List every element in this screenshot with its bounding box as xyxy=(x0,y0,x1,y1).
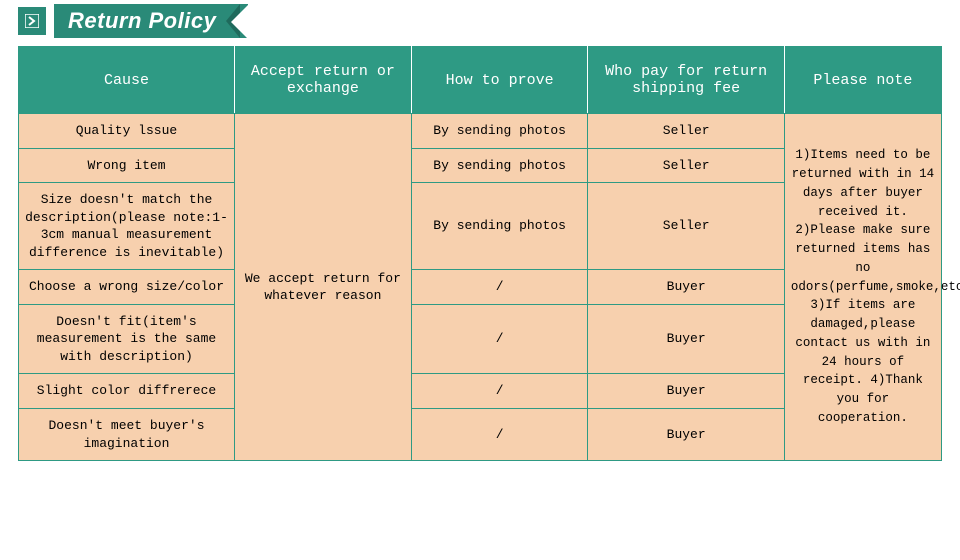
col-accept: Accept return or exchange xyxy=(235,47,412,114)
cell-note: 1)Items need to be returned with in 14 d… xyxy=(784,114,941,461)
cell-payer: Buyer xyxy=(588,304,784,374)
cell-prove: / xyxy=(411,270,588,305)
cell-payer: Buyer xyxy=(588,270,784,305)
cell-payer: Buyer xyxy=(588,374,784,409)
cell-cause: Wrong item xyxy=(19,148,235,183)
table-row: Quality lssue We accept return for whate… xyxy=(19,114,942,149)
cell-cause: Size doesn't match the description(pleas… xyxy=(19,183,235,270)
cell-prove: / xyxy=(411,409,588,461)
cell-cause: Quality lssue xyxy=(19,114,235,149)
cell-cause: Slight color diffrerece xyxy=(19,374,235,409)
cell-prove: By sending photos xyxy=(411,148,588,183)
col-payer: Who pay for return shipping fee xyxy=(588,47,784,114)
banner-title: Return Policy xyxy=(54,4,248,38)
page-root: Return Policy Cause Accept return or exc… xyxy=(0,0,960,469)
return-policy-table: Cause Accept return or exchange How to p… xyxy=(18,46,942,461)
col-cause: Cause xyxy=(19,47,235,114)
cell-cause: Doesn't fit(item's measurement is the sa… xyxy=(19,304,235,374)
cell-prove: By sending photos xyxy=(411,114,588,149)
banner: Return Policy xyxy=(18,4,942,38)
table-header-row: Cause Accept return or exchange How to p… xyxy=(19,47,942,114)
col-note: Please note xyxy=(784,47,941,114)
cell-prove: / xyxy=(411,374,588,409)
col-prove: How to prove xyxy=(411,47,588,114)
cell-accept: We accept return for whatever reason xyxy=(235,114,412,461)
cell-payer: Seller xyxy=(588,183,784,270)
cell-cause: Doesn't meet buyer's imagination xyxy=(19,409,235,461)
banner-arrow-icon xyxy=(18,7,46,35)
cell-prove: By sending photos xyxy=(411,183,588,270)
cell-prove: / xyxy=(411,304,588,374)
cell-payer: Buyer xyxy=(588,409,784,461)
cell-payer: Seller xyxy=(588,148,784,183)
cell-cause: Choose a wrong size/color xyxy=(19,270,235,305)
cell-payer: Seller xyxy=(588,114,784,149)
